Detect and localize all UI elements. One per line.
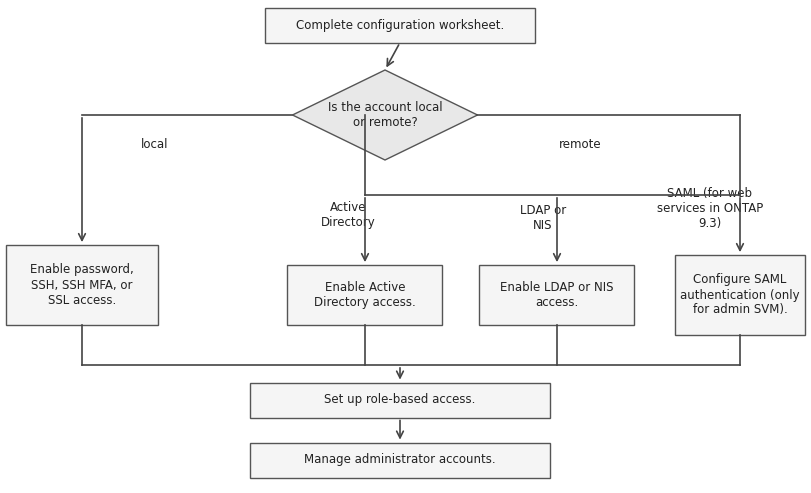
FancyBboxPatch shape (264, 7, 534, 42)
FancyBboxPatch shape (287, 265, 442, 325)
Text: Complete configuration worksheet.: Complete configuration worksheet. (295, 19, 504, 32)
Text: Configure SAML
authentication (only
for admin SVM).: Configure SAML authentication (only for … (680, 274, 799, 317)
FancyBboxPatch shape (6, 245, 158, 325)
Text: Manage administrator accounts.: Manage administrator accounts. (304, 454, 496, 466)
Text: local: local (141, 139, 169, 151)
FancyBboxPatch shape (479, 265, 633, 325)
Text: LDAP or
NIS: LDAP or NIS (519, 204, 565, 232)
Text: Active
Directory: Active Directory (320, 201, 375, 229)
FancyBboxPatch shape (250, 443, 549, 478)
Text: Enable password,
SSH, SSH MFA, or
SSL access.: Enable password, SSH, SSH MFA, or SSL ac… (30, 263, 134, 307)
Polygon shape (292, 70, 477, 160)
Text: Is the account local
or remote?: Is the account local or remote? (328, 101, 442, 129)
Text: Set up role-based access.: Set up role-based access. (324, 393, 475, 407)
Text: Enable LDAP or NIS
access.: Enable LDAP or NIS access. (500, 281, 613, 309)
Text: SAML (for web
services in ONTAP
9.3): SAML (for web services in ONTAP 9.3) (656, 186, 762, 230)
Text: Enable Active
Directory access.: Enable Active Directory access. (314, 281, 415, 309)
FancyBboxPatch shape (674, 255, 804, 335)
FancyBboxPatch shape (250, 383, 549, 418)
Text: remote: remote (558, 139, 601, 151)
